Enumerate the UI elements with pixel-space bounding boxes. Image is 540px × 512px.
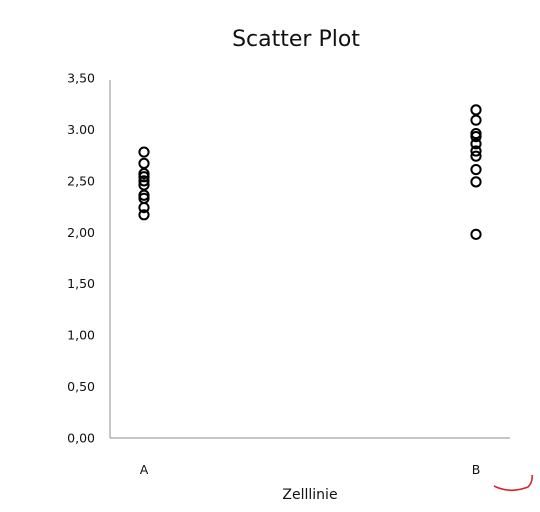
x-axis-title: Zelllinie bbox=[282, 487, 337, 503]
data-point-b bbox=[470, 145, 482, 157]
data-point-a bbox=[138, 209, 150, 221]
y-tick-labels: 0,00 0,50 1,00 1,50 2,00 2,50 3.00 3,50 bbox=[67, 71, 95, 446]
y-tick-label: 3.00 bbox=[67, 122, 95, 137]
y-tick-label: 1,50 bbox=[67, 276, 95, 291]
y-tick-label: 2,50 bbox=[67, 173, 95, 188]
data-point-b bbox=[470, 176, 482, 188]
data-point-b bbox=[470, 150, 482, 162]
data-point-b bbox=[470, 104, 482, 116]
y-tick-label: 3,50 bbox=[67, 71, 95, 86]
corner-annotation-mark bbox=[493, 474, 533, 492]
y-tick-label: 0,50 bbox=[67, 379, 95, 394]
data-point-a bbox=[138, 202, 150, 214]
data-point-b bbox=[470, 228, 482, 240]
data-point-a bbox=[138, 157, 150, 169]
data-point-b bbox=[470, 163, 482, 176]
chart-title: Scatter Plot bbox=[232, 27, 360, 52]
x-tick-label: A bbox=[140, 462, 149, 477]
y-tick-label: 2,00 bbox=[67, 225, 95, 240]
data-point-b bbox=[470, 131, 482, 143]
data-point-a bbox=[138, 146, 150, 158]
data-point-b bbox=[470, 138, 482, 150]
y-tick-label: 1,00 bbox=[67, 328, 95, 343]
x-tick-label: B bbox=[472, 462, 481, 477]
data-point-a bbox=[138, 175, 150, 187]
data-point-a bbox=[138, 179, 150, 191]
data-point-b bbox=[470, 114, 482, 126]
y-tick-label: 0,00 bbox=[67, 431, 95, 446]
data-points bbox=[138, 104, 482, 240]
